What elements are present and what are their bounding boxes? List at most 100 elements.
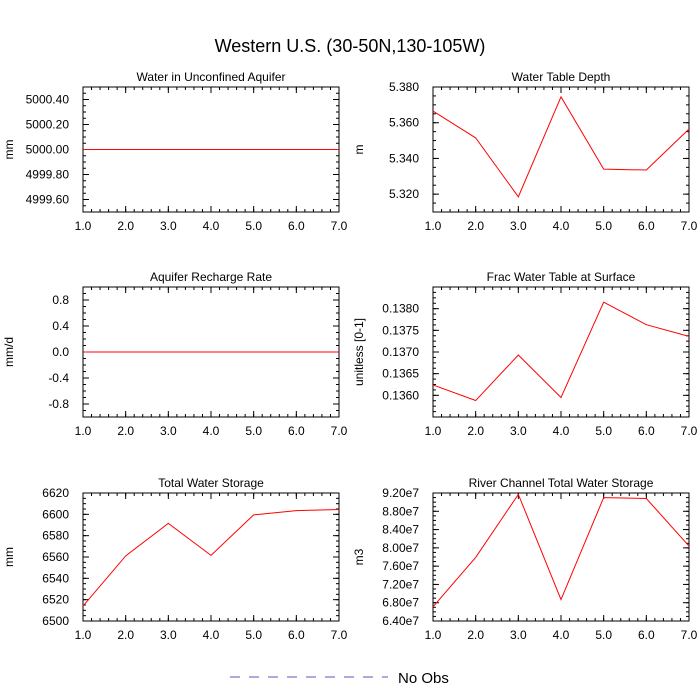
y-axis-label: m3 — [352, 548, 366, 565]
x-tick-label: 1.0 — [75, 628, 92, 642]
y-tick-label: 6.40e7 — [382, 614, 419, 628]
plot-frame — [432, 86, 690, 213]
y-tick-label: 0.8 — [52, 293, 69, 307]
y-tick-label: 4999.80 — [26, 168, 70, 182]
panel-2: Water Table Depth m 1.0 2.0 3.0 4.0 5.0 6.0 7.0 5… — [352, 70, 698, 233]
y-tick-label: 6620 — [42, 486, 69, 500]
x-tick-label: 7.0 — [331, 219, 348, 233]
x-tick-label: 7.0 — [681, 219, 698, 233]
x-tick-label: 1.0 — [75, 424, 92, 438]
y-axis-label: m — [352, 145, 366, 155]
plot-frame — [82, 492, 340, 622]
series-line-1850_143 — [432, 95, 690, 198]
y-tick-label: 8.00e7 — [382, 541, 419, 555]
y-tick-label: 0.1375 — [382, 323, 419, 337]
y-axis-label: mm — [2, 140, 16, 160]
x-tick-label: 4.0 — [553, 424, 570, 438]
x-tick-label: 5.0 — [595, 628, 612, 642]
x-tick-label: 4.0 — [553, 219, 570, 233]
panel-3: Aquifer Recharge Rate mm/d 1.0 2.0 3.0 4.0 5.0… — [2, 270, 348, 438]
x-tick-label: 4.0 — [203, 628, 220, 642]
x-tick-label: 5.0 — [595, 219, 612, 233]
y-tick-label: 6560 — [42, 550, 69, 564]
series-line-1850_143 — [432, 301, 690, 402]
panel-title: River Channel Total Water Storage — [469, 476, 654, 490]
x-tick-label: 2.0 — [117, 219, 134, 233]
panel-title: Water Table Depth — [512, 70, 611, 84]
x-tick-label: 6.0 — [638, 219, 655, 233]
panel-1: Water in Unconfined Aquifer mm 1.0 2.0 3.0 4.… — [2, 70, 348, 233]
panel-5: Total Water Storage mm 1.0 2.0 3.0 4.0 5.0 6.0 7… — [2, 476, 348, 642]
y-tick-label: 0.4 — [52, 319, 69, 333]
plot-frame — [432, 492, 690, 622]
y-tick-label: 9.20e7 — [382, 486, 419, 500]
y-tick-label: 4999.60 — [26, 193, 70, 207]
panel-title: Aquifer Recharge Rate — [150, 270, 272, 284]
x-tick-label: 6.0 — [638, 424, 655, 438]
x-tick-label: 5.0 — [245, 424, 262, 438]
x-tick-label: 2.0 — [117, 424, 134, 438]
x-tick-label: 2.0 — [467, 219, 484, 233]
y-tick-label: 5.380 — [389, 80, 419, 94]
x-tick-label: 3.0 — [160, 628, 177, 642]
x-tick-label: 1.0 — [425, 424, 442, 438]
x-tick-label: 6.0 — [288, 628, 305, 642]
x-tick-label: 7.0 — [331, 628, 348, 642]
x-tick-label: 6.0 — [288, 219, 305, 233]
y-tick-label: 7.20e7 — [382, 577, 419, 591]
x-tick-label: 7.0 — [681, 628, 698, 642]
y-tick-label: 0.1370 — [382, 345, 419, 359]
x-tick-label: 7.0 — [681, 424, 698, 438]
y-tick-label: 5.340 — [389, 151, 419, 165]
x-tick-label: 2.0 — [467, 628, 484, 642]
y-tick-label: 6600 — [42, 507, 69, 521]
x-tick-label: 2.0 — [117, 628, 134, 642]
x-tick-label: 6.0 — [288, 424, 305, 438]
x-tick-label: 5.0 — [595, 424, 612, 438]
y-tick-label: 8.40e7 — [382, 523, 419, 537]
y-tick-label: 5000.40 — [26, 93, 70, 107]
x-tick-label: 7.0 — [331, 424, 348, 438]
y-tick-label: 0.1365 — [382, 367, 419, 381]
y-tick-label: -0.4 — [48, 371, 69, 385]
x-tick-label: 3.0 — [510, 628, 527, 642]
x-tick-label: 3.0 — [160, 424, 177, 438]
y-tick-label: 6.80e7 — [382, 596, 419, 610]
series-line-1850_143 — [82, 509, 340, 607]
y-tick-label: -0.8 — [48, 397, 69, 411]
y-tick-label: 8.80e7 — [382, 504, 419, 518]
x-tick-label: 4.0 — [553, 628, 570, 642]
legend-no-obs-label: No Obs — [398, 670, 449, 687]
series-line-1850_143 — [432, 493, 690, 608]
panel-4: Frac Water Table at Surface unitless [0-1… — [352, 270, 698, 438]
y-tick-label: 0.1360 — [382, 388, 419, 402]
y-tick-label: 6500 — [42, 614, 69, 628]
y-tick-label: 5.320 — [389, 187, 419, 201]
panel-6: River Channel Total Water Storage m3 1.0 2.… — [352, 476, 698, 642]
x-tick-label: 1.0 — [425, 628, 442, 642]
y-tick-label: 0.0 — [52, 345, 69, 359]
x-tick-label: 4.0 — [203, 219, 220, 233]
x-tick-label: 5.0 — [245, 628, 262, 642]
x-tick-label: 1.0 — [425, 219, 442, 233]
panel-title: Water in Unconfined Aquifer — [137, 70, 286, 84]
x-tick-label: 1.0 — [75, 219, 92, 233]
y-tick-label: 6520 — [42, 593, 69, 607]
x-tick-label: 5.0 — [245, 219, 262, 233]
y-tick-label: 7.60e7 — [382, 559, 419, 573]
y-tick-label: 6580 — [42, 529, 69, 543]
y-axis-label: mm — [2, 547, 16, 567]
x-tick-label: 6.0 — [638, 628, 655, 642]
y-tick-label: 5000.20 — [26, 118, 70, 132]
y-axis-label: unitless [0-1] — [352, 318, 366, 386]
x-tick-label: 2.0 — [467, 424, 484, 438]
y-tick-label: 6540 — [42, 571, 69, 585]
panel-title: Total Water Storage — [158, 476, 264, 490]
y-axis-label: mm/d — [2, 337, 16, 367]
legend: No Obs 1850_143 — [230, 670, 449, 687]
y-tick-label: 0.1380 — [382, 302, 419, 316]
panel-title: Frac Water Table at Surface — [487, 270, 636, 284]
x-tick-label: 3.0 — [510, 424, 527, 438]
x-tick-label: 3.0 — [510, 219, 527, 233]
